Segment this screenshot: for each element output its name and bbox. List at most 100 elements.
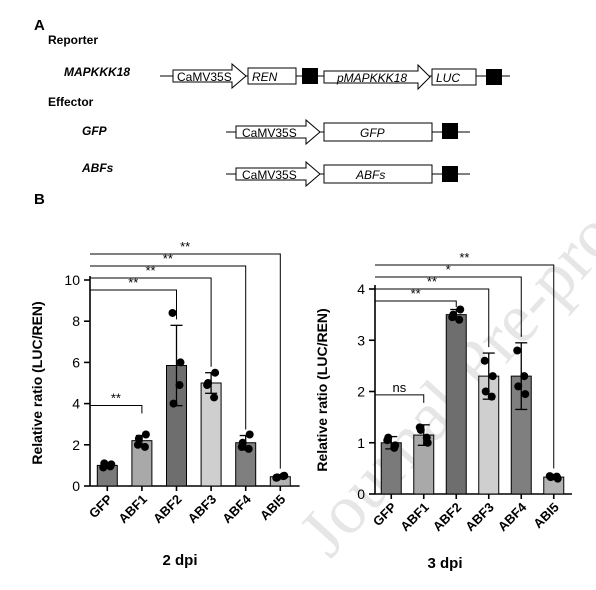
significance-label: ** [111, 391, 121, 406]
data-point [449, 310, 458, 319]
y-tick-label: 1 [357, 435, 365, 451]
y-axis-label: Relative ratio (LUC/REN) [314, 308, 330, 471]
data-point [134, 434, 143, 443]
terminator-block [442, 166, 458, 182]
data-point [481, 387, 490, 396]
terminator-block [442, 123, 458, 139]
data-point [204, 379, 213, 387]
significance-bracket [375, 394, 425, 403]
data-point [140, 442, 149, 451]
bar [445, 314, 467, 495]
x-tick-label: ABF3 [462, 500, 497, 535]
effector-gfp-name: GFP [82, 124, 108, 138]
effector-abfs-promoter: CaMV35S [242, 168, 297, 182]
data-point [210, 393, 219, 402]
data-point [169, 399, 178, 408]
significance-bracket [90, 277, 212, 367]
reporter-gene1: REN [252, 70, 278, 84]
x-tick-label: ABI5 [257, 492, 289, 524]
data-point [244, 444, 253, 453]
y-axis-label: Relative ratio (LUC/REN) [29, 301, 45, 464]
significance-label: ** [128, 275, 138, 290]
data-point [211, 368, 220, 377]
significance-bracket [375, 300, 457, 307]
significance-bracket [375, 264, 555, 469]
data-point [521, 390, 530, 399]
chart-title: 3 dpi [427, 555, 462, 572]
y-tick-label: 2 [72, 437, 80, 453]
y-tick-label: 4 [357, 281, 365, 297]
x-tick-label: ABI5 [530, 500, 562, 532]
data-point [384, 433, 393, 442]
effector-abfs-name: ABFs [81, 161, 114, 175]
significance-bracket [375, 276, 522, 337]
data-point [273, 473, 282, 482]
effector-gfp-gene: GFP [360, 126, 385, 140]
y-tick-label: 8 [72, 313, 80, 329]
effector-abfs-construct: CaMV35S ABFs [226, 160, 470, 188]
significance-label: * [446, 262, 451, 277]
x-tick-label: GFP [86, 491, 116, 521]
data-point [480, 356, 489, 365]
data-point [455, 315, 464, 324]
significance-bracket [90, 289, 177, 320]
significance-label: ** [459, 250, 469, 265]
reporter-title: Reporter [48, 33, 98, 47]
reporter-promoter1: CaMV35S [177, 70, 232, 84]
data-point [238, 438, 247, 447]
data-point [513, 346, 522, 355]
data-point [245, 430, 254, 439]
reporter-promoter2: pMAPKKK18 [336, 71, 407, 85]
x-tick-label: ABF3 [185, 492, 220, 527]
data-point [456, 305, 465, 314]
y-tick-label: 4 [72, 396, 80, 412]
x-tick-label: ABF2 [150, 492, 185, 527]
significance-bracket [90, 405, 143, 414]
significance-bracket [90, 253, 281, 469]
x-tick-label: ABF2 [430, 500, 465, 535]
significance-label: ** [427, 274, 437, 289]
x-tick-label: ABF1 [397, 500, 432, 535]
effector-abfs-gene: ABFs [355, 168, 385, 182]
data-point [176, 358, 185, 367]
data-point [133, 440, 142, 449]
data-point [520, 372, 529, 381]
data-point [514, 382, 523, 391]
data-point [546, 473, 555, 482]
data-point [390, 443, 399, 452]
reporter-name: MAPKKK18 [64, 65, 130, 79]
data-point [487, 392, 496, 401]
significance-label: ** [411, 286, 421, 301]
chart-title: 2 dpi [162, 552, 197, 569]
x-tick-label: ABF4 [495, 499, 530, 534]
y-tick-label: 10 [64, 272, 80, 288]
data-point [106, 462, 115, 471]
data-point [175, 381, 184, 390]
effector-title: Effector [48, 95, 94, 109]
significance-bracket [375, 288, 490, 348]
data-point [100, 459, 109, 468]
terminator-block [486, 69, 502, 85]
y-tick-label: 6 [72, 354, 80, 370]
data-point [416, 425, 425, 434]
data-point [552, 472, 561, 481]
significance-label: ns [393, 380, 407, 395]
x-tick-label: ABF4 [219, 491, 254, 526]
y-tick-label: 2 [357, 384, 365, 400]
significance-bracket [90, 265, 247, 430]
data-point [422, 433, 431, 442]
data-point [168, 308, 177, 317]
y-tick-label: 0 [357, 486, 365, 502]
x-tick-label: ABF1 [115, 492, 150, 527]
data-point [141, 430, 150, 439]
effector-gfp-construct: CaMV35S GFP [226, 118, 470, 146]
effector-gfp-promoter: CaMV35S [242, 126, 297, 140]
panel-b-label: B [34, 191, 45, 208]
y-tick-label: 0 [72, 478, 80, 494]
data-point [488, 372, 497, 381]
significance-label: ** [163, 251, 173, 266]
data-point [279, 472, 288, 481]
reporter-construct: CaMV35S REN pMAPKKK18 LUC [160, 62, 510, 91]
